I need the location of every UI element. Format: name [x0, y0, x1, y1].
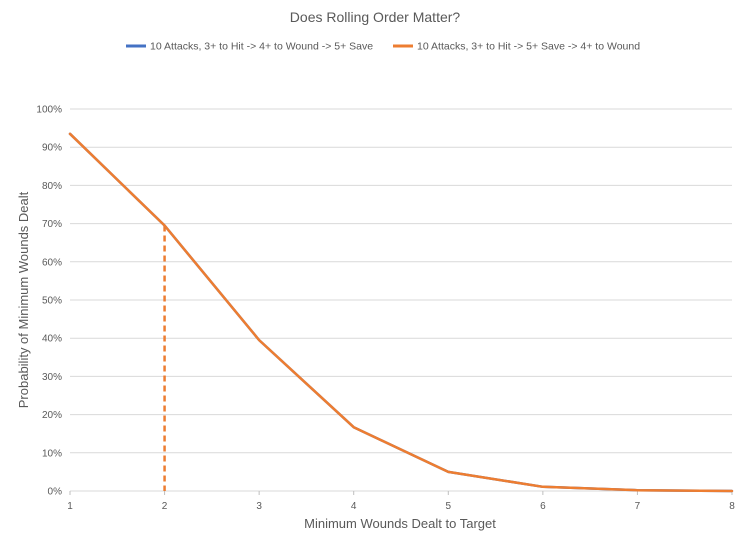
y-tick-label: 20% [42, 410, 62, 421]
series-line-1 [68, 132, 734, 493]
y-tick-label: 80% [42, 181, 62, 192]
y-tick-label: 100% [36, 105, 62, 116]
chart-title: Does Rolling Order Matter? [290, 9, 461, 25]
series-lines [68, 132, 734, 493]
y-tick-label: 70% [42, 219, 62, 230]
series-line-2 [68, 132, 734, 493]
y-tick-label: 30% [42, 372, 62, 383]
y-axis-ticks: 0% 10% 20% 30% 40% 50% 60% 70% 80% 90% 100% [36, 105, 62, 498]
x-tick-label: 3 [256, 501, 262, 512]
gridlines [70, 108, 732, 492]
y-tick-label: 90% [42, 143, 62, 154]
x-tick-label: 7 [635, 501, 641, 512]
y-tick-label: 10% [42, 448, 62, 459]
y-tick-label: 60% [42, 257, 62, 268]
legend-label-series-2: 10 Attacks, 3+ to Hit -> 5+ Save -> 4+ t… [417, 41, 640, 53]
y-axis-title: Probability of Minimum Wounds Dealt [16, 191, 31, 408]
y-tick-label: 0% [48, 487, 63, 498]
x-tick-label: 5 [446, 501, 452, 512]
x-tick-label: 6 [540, 501, 546, 512]
x-tick-label: 2 [162, 501, 168, 512]
legend-label-series-1: 10 Attacks, 3+ to Hit -> 4+ to Wound -> … [150, 41, 373, 53]
x-tick-label: 1 [67, 501, 73, 512]
x-tick-label: 8 [729, 501, 735, 512]
y-tick-label: 50% [42, 296, 62, 307]
x-tick-label: 4 [351, 501, 357, 512]
legend: 10 Attacks, 3+ to Hit -> 4+ to Wound -> … [126, 41, 640, 53]
x-axis-title: Minimum Wounds Dealt to Target [304, 516, 496, 531]
x-axis-ticks: 1 2 3 4 5 6 7 8 [67, 491, 735, 512]
y-tick-label: 40% [42, 334, 62, 345]
